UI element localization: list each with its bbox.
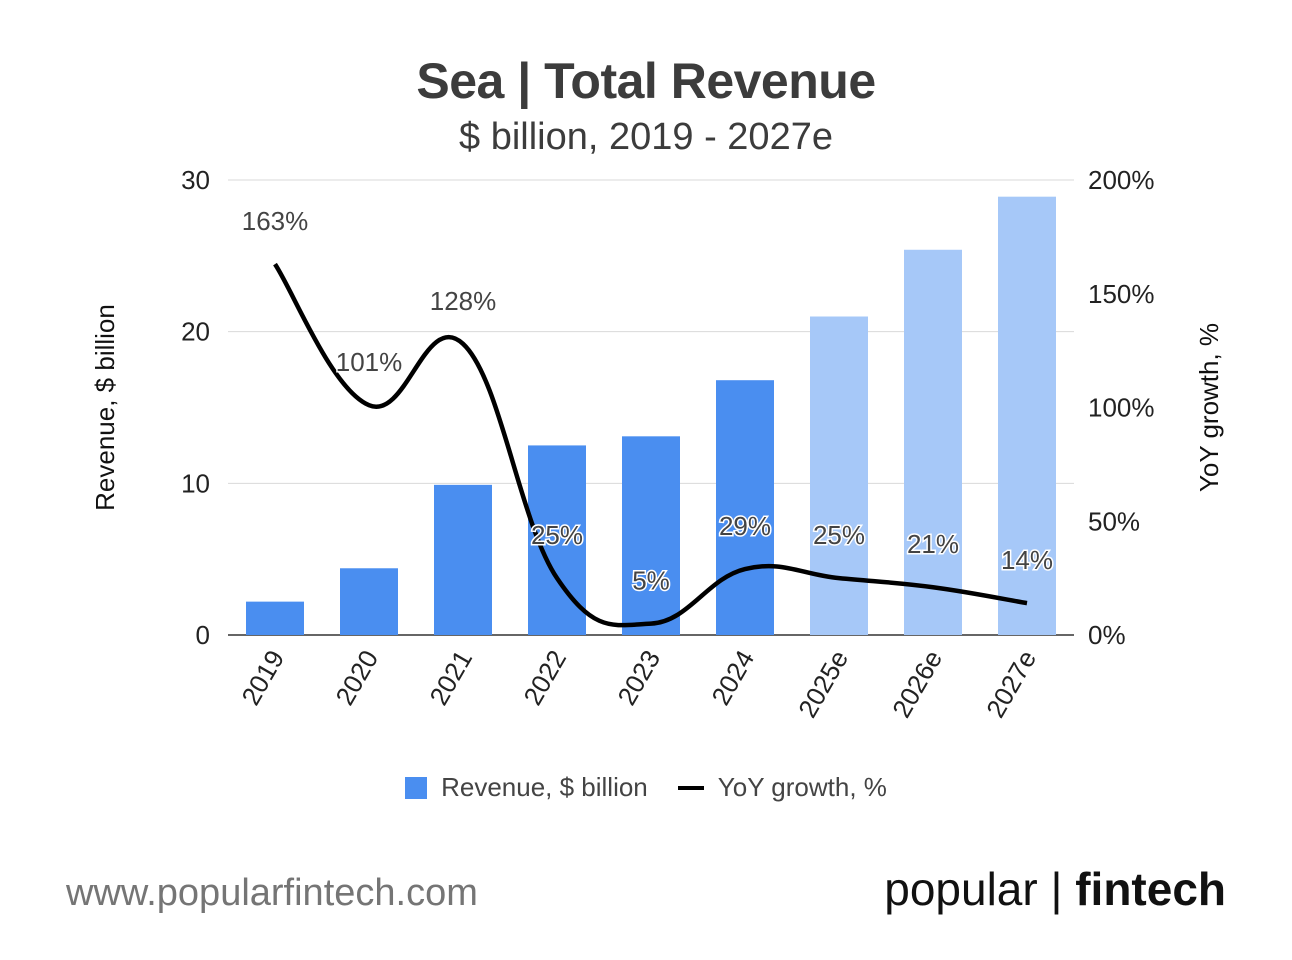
x-tick-label: 2027e (980, 645, 1042, 723)
footer-url: www.popularfintech.com (66, 872, 478, 914)
growth-data-label: 21% (907, 529, 959, 559)
growth-data-label: 25% (813, 520, 865, 550)
bar-2019 (246, 601, 304, 635)
legend-item-growth[interactable]: YoY growth, % (677, 772, 887, 803)
growth-data-label: 101% (336, 347, 403, 377)
bar-2023 (622, 436, 680, 635)
bar-2025e (810, 316, 868, 635)
growth-data-label: 25% (531, 520, 583, 550)
y2-tick-label: 200% (1088, 165, 1155, 195)
x-tick-label: 2022 (517, 645, 572, 710)
x-tick-label: 2023 (611, 645, 666, 710)
y-tick-label: 20 (181, 317, 210, 347)
legend-bar-swatch (405, 776, 428, 799)
chart-title: Sea | Total Revenue (416, 53, 876, 109)
legend-growth-label: YoY growth, % (717, 772, 887, 802)
legend: Revenue, $ billion YoY growth, % (0, 772, 1292, 803)
bar-2021 (434, 484, 492, 635)
bar-2026e (904, 249, 962, 635)
growth-line (273, 262, 1028, 628)
growth-data-label: 14% (1001, 545, 1053, 575)
y2-axis-title: YoY growth, % (1194, 323, 1224, 492)
x-tick-label: 2025e (792, 645, 854, 723)
y2-tick-label: 150% (1088, 279, 1155, 309)
x-tick-label: 2026e (886, 645, 948, 723)
x-tick-label: 2019 (235, 645, 290, 710)
chart-subtitle: $ billion, 2019 - 2027e (459, 116, 833, 158)
y2-tick-label: 50% (1088, 506, 1140, 536)
growth-data-label: 163% (242, 206, 309, 236)
brand-bold: fintech (1075, 863, 1226, 915)
bar-2027e (998, 196, 1056, 635)
x-tick-label: 2020 (329, 645, 384, 710)
y-tick-label: 30 (181, 165, 210, 195)
brand-logo: popular | fintech (884, 862, 1226, 916)
legend-line-swatch (677, 785, 704, 790)
bar-2020 (340, 568, 398, 635)
bar-2024 (716, 380, 774, 635)
y2-tick-label: 0% (1088, 620, 1126, 650)
y-axis-title: Revenue, $ billion (90, 304, 120, 511)
brand-prefix: popular | (884, 863, 1076, 915)
growth-data-label: 5% (632, 566, 670, 596)
growth-data-label: 29% (719, 511, 771, 541)
legend-item-revenue[interactable]: Revenue, $ billion (405, 772, 648, 803)
x-tick-label: 2024 (705, 645, 760, 710)
legend-revenue-label: Revenue, $ billion (441, 772, 648, 802)
y-tick-label: 0 (196, 620, 210, 650)
growth-data-label: 128% (430, 286, 497, 316)
x-tick-label: 2021 (423, 645, 478, 710)
y2-tick-label: 100% (1088, 393, 1155, 423)
y-tick-label: 10 (181, 468, 210, 498)
